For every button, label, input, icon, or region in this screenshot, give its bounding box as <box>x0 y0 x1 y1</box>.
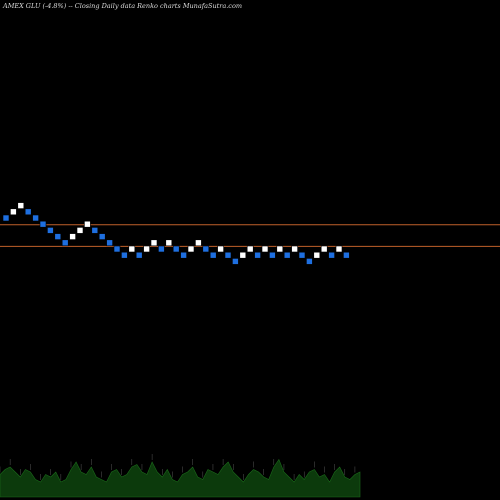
renko-brick-down <box>121 251 128 259</box>
renko-brick-up <box>150 239 158 247</box>
renko-brick-up <box>246 245 254 253</box>
renko-brick-up <box>291 245 298 253</box>
renko-brick-down <box>32 214 39 222</box>
renko-brick-down <box>180 251 187 259</box>
renko-brick-down <box>2 214 10 222</box>
renko-brick-down <box>224 251 232 259</box>
renko-brick-up <box>84 220 91 228</box>
renko-brick-down <box>113 245 121 253</box>
renko-brick-down <box>328 251 335 259</box>
renko-brick-down <box>172 245 180 253</box>
renko-brick-down <box>135 251 143 259</box>
renko-brick-down <box>98 233 106 240</box>
renko-brick-down <box>254 251 261 259</box>
renko-brick-down <box>232 258 239 265</box>
renko-brick-down <box>47 227 54 234</box>
renko-brick-down <box>39 220 47 228</box>
renko-brick-down <box>343 251 350 259</box>
renko-brick-down <box>61 239 69 247</box>
renko-brick-down <box>283 251 291 259</box>
renko-brick-down <box>54 233 62 240</box>
renko-brick-down <box>306 258 313 265</box>
renko-brick-down <box>209 251 217 259</box>
renko-brick-down <box>202 245 210 253</box>
renko-brick-up <box>313 251 321 259</box>
renko-brick-up <box>276 245 284 253</box>
renko-brick-up <box>69 233 76 240</box>
renko-brick-up <box>128 245 136 253</box>
renko-brick-up <box>239 251 247 259</box>
renko-brick-up <box>320 245 328 253</box>
renko-brick-down <box>24 208 32 216</box>
renko-brick-up <box>261 245 269 253</box>
renko-brick-up <box>165 239 173 247</box>
renko-brick-down <box>298 251 306 259</box>
renko-brick-up <box>17 202 25 209</box>
renko-brick-down <box>158 245 165 253</box>
renko-brick-up <box>187 245 195 253</box>
renko-brick-up <box>10 208 17 216</box>
renko-brick-up <box>76 227 84 234</box>
renko-brick-down <box>269 251 276 259</box>
renko-brick-down <box>106 239 113 247</box>
chart-title: AMEX GLU (-4.8%) -- Closing Daily data R… <box>3 2 243 10</box>
renko-brick-up <box>217 245 224 253</box>
renko-brick-up <box>143 245 150 253</box>
volume-area <box>0 458 361 498</box>
renko-brick-up <box>195 239 202 247</box>
renko-brick-up <box>335 245 343 253</box>
renko-brick-down <box>91 227 99 234</box>
